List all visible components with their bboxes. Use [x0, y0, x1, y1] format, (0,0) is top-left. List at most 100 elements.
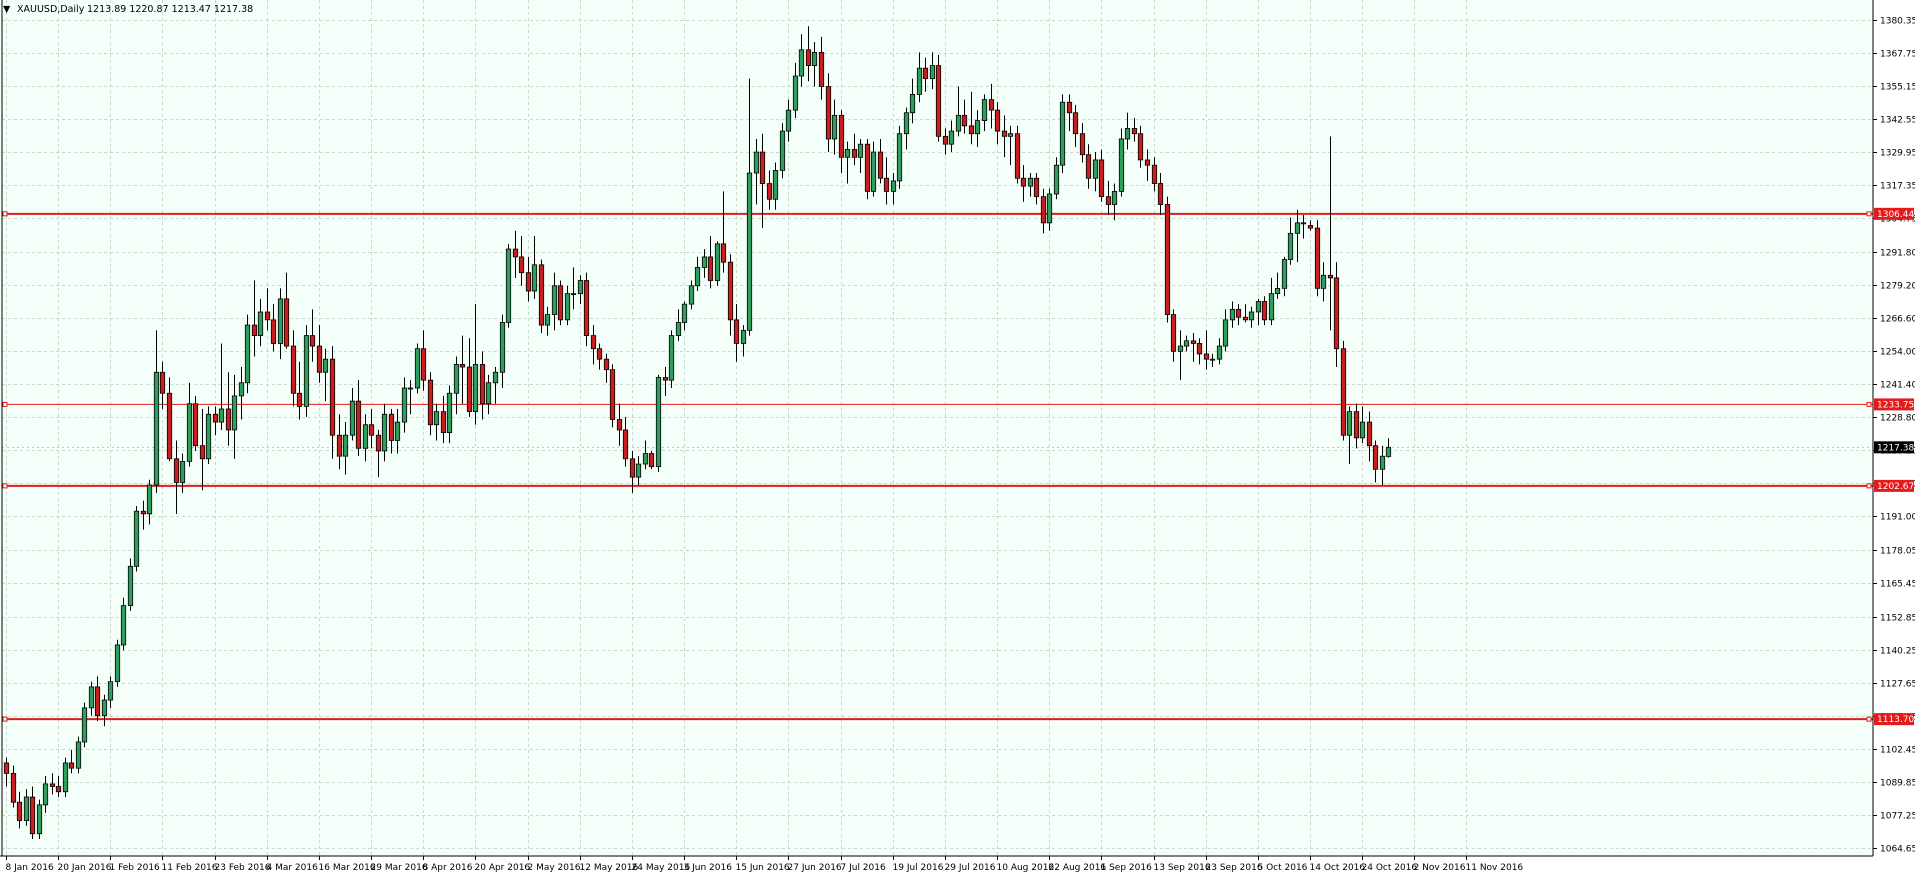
- candle-body: [1229, 308, 1236, 321]
- candle: [140, 500, 147, 530]
- candle-body: [1366, 421, 1373, 447]
- level-handle-right[interactable]: [1866, 401, 1872, 407]
- x-tick-label: 29 Mar 2016: [371, 863, 428, 873]
- candle: [1274, 272, 1281, 299]
- candle-body: [446, 392, 453, 433]
- candle-body: [205, 413, 212, 460]
- candle-body: [596, 348, 603, 360]
- candle-body: [753, 151, 760, 174]
- candle-body: [159, 371, 166, 394]
- candle-body: [942, 135, 949, 145]
- y-tick-label: 1140.25: [1880, 647, 1915, 657]
- candle: [459, 335, 466, 404]
- candle-body: [36, 804, 43, 835]
- candle-body: [1059, 101, 1066, 166]
- candle-body: [642, 453, 649, 465]
- candle-body: [831, 114, 838, 140]
- candle: [1157, 173, 1164, 215]
- candle: [68, 749, 75, 774]
- candle: [538, 259, 545, 333]
- candle: [1020, 165, 1027, 202]
- level-handle-left[interactable]: [2, 716, 8, 722]
- candle-body: [1385, 446, 1392, 457]
- y-tick-label: 1367.75: [1880, 50, 1915, 60]
- candle: [1242, 304, 1249, 323]
- candle: [974, 110, 981, 147]
- x-tick-label: 27 Jun 2016: [788, 863, 842, 873]
- candle: [590, 325, 597, 365]
- chart-canvas[interactable]: [0, 0, 1873, 856]
- candle: [844, 141, 851, 184]
- candle: [1353, 403, 1360, 449]
- candle: [622, 416, 629, 467]
- candle-body: [1216, 345, 1223, 360]
- candle-body: [851, 149, 858, 158]
- candle: [375, 429, 382, 478]
- candle-body: [890, 180, 897, 192]
- candle: [1001, 115, 1008, 158]
- y-tick-label: 1102.45: [1880, 746, 1915, 756]
- level-handle-left[interactable]: [2, 211, 8, 217]
- candle: [948, 120, 955, 153]
- candle: [525, 256, 532, 302]
- candle-body: [309, 335, 316, 347]
- candle: [583, 272, 590, 347]
- candle: [388, 408, 395, 454]
- level-price-label: 1113.70: [1877, 715, 1914, 725]
- candle-body: [616, 419, 623, 431]
- candle-body: [218, 408, 225, 423]
- candle-body: [1203, 353, 1210, 360]
- candle: [564, 285, 571, 326]
- level-price-label: 1233.75: [1877, 400, 1914, 410]
- candle-body: [1261, 301, 1268, 321]
- candle-body: [368, 424, 375, 436]
- y-tick-label: 1064.65: [1880, 845, 1915, 855]
- candle: [283, 272, 290, 349]
- candle: [290, 330, 297, 407]
- candle: [655, 374, 662, 472]
- price-tags: 1306.44 1233.75 1202.67 1113.70 1217.38: [1874, 207, 1914, 726]
- candlesticks: [3, 26, 1392, 839]
- candle: [244, 314, 251, 394]
- candle: [159, 361, 166, 409]
- symbol-menu-icon[interactable]: ▼: [3, 4, 11, 15]
- candle-body: [1235, 308, 1242, 318]
- level-handle-left[interactable]: [2, 483, 8, 489]
- level-handle-right[interactable]: [1866, 211, 1872, 217]
- candle-body: [1320, 274, 1327, 289]
- candle-body: [961, 114, 968, 127]
- candle: [1040, 188, 1047, 234]
- candle-body: [296, 392, 303, 407]
- level-handle-right[interactable]: [1866, 716, 1872, 722]
- candle: [296, 361, 303, 420]
- candle: [1300, 214, 1307, 239]
- candle-body: [785, 109, 792, 132]
- x-tick-label: 5 Oct 2016: [1258, 863, 1308, 873]
- candle: [251, 280, 258, 357]
- candle-body: [329, 358, 336, 436]
- x-tick-label: 15 Jun 2016: [736, 863, 790, 873]
- candle-body: [414, 348, 421, 389]
- candle-body: [681, 303, 688, 323]
- ohlc-values: 1213.89 1220.87 1213.47 1217.38: [87, 4, 253, 15]
- candle: [675, 309, 682, 341]
- candle-body: [499, 322, 506, 373]
- candle-body: [1209, 358, 1216, 361]
- candle: [75, 736, 82, 774]
- candle: [766, 170, 773, 210]
- horizontal-levels[interactable]: [2, 211, 1873, 722]
- candle-body: [948, 130, 955, 145]
- level-handle-left[interactable]: [2, 401, 8, 407]
- candle-body: [1294, 222, 1301, 234]
- level-handle-right[interactable]: [1866, 483, 1872, 489]
- price-axis[interactable]: 1064.651077.251089.851102.451115.051127.…: [1873, 17, 1915, 855]
- candle-body: [1353, 411, 1360, 439]
- candle: [961, 99, 968, 134]
- candle-body: [62, 762, 69, 793]
- current-price-tag: [1874, 441, 1914, 454]
- candle-body: [433, 411, 440, 426]
- candle-body: [903, 112, 910, 135]
- candle-body: [1092, 159, 1099, 179]
